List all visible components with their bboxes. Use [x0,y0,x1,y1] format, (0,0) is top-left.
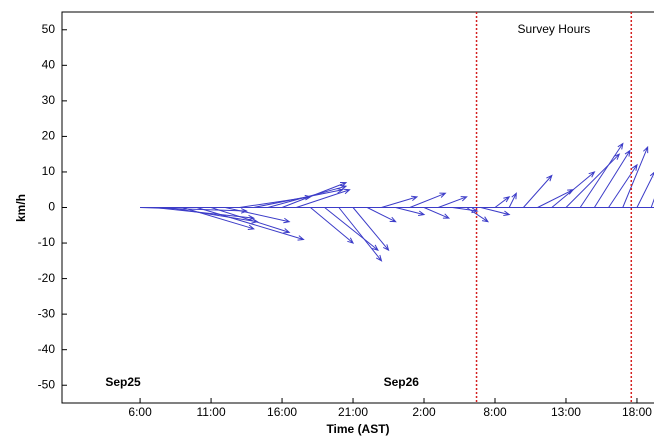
x-tick-label: 18:00 [622,405,652,419]
wind-arrow [367,207,397,223]
survey-label: Survey Hours [518,22,591,36]
y-tick-label: 40 [42,57,56,71]
y-tick-label: 0 [48,200,55,214]
wind-arrow [281,181,348,208]
wind-arrow [466,207,490,223]
wind-arrow [310,207,355,244]
y-tick-label: -40 [38,342,56,356]
wind-arrow [225,207,291,224]
wind-arrow [253,188,344,208]
x-axis-label: Time (AST) [326,422,389,436]
y-axis-label: km/h [14,194,28,222]
y-tick-label: -50 [38,377,56,391]
wind-arrow [352,207,390,252]
wind-arrow [622,145,649,208]
wind-arrow [324,207,379,251]
y-tick-label: 30 [42,93,56,107]
wind-arrow [438,196,468,208]
wind-arrow [579,142,624,208]
wind-arrow [409,192,447,208]
wind-arrow [196,207,305,241]
x-tick-label: 13:00 [551,405,581,419]
x-tick-label: 21:00 [338,405,368,419]
wind-arrow [182,207,255,230]
x-tick-label: 16:00 [267,405,297,419]
wind-arrow [480,207,511,217]
y-tick-label: 10 [42,164,56,178]
y-tick-label: -20 [38,271,56,285]
x-tick-label: 8:00 [483,405,507,419]
wind-arrow [494,196,511,208]
x-tick-label: 11:00 [196,405,225,419]
y-tick-label: -30 [38,306,56,320]
plot-area [140,142,654,262]
wind-arrow [608,163,638,208]
wind-arrow [565,153,621,208]
y-tick-label: 20 [42,129,56,143]
wind-arrow [423,207,451,219]
wind-arrow [381,195,419,208]
wind-arrow [210,207,291,234]
wind-arrow [593,149,631,208]
y-tick-label: 50 [42,22,56,36]
wind-arrow [296,188,351,208]
wind-arrow [551,171,596,208]
wind-arrow [523,174,553,208]
date-label: Sep26 [384,375,420,389]
x-tick-label: 2:00 [412,405,436,419]
wind-arrow [267,184,348,208]
wind-arrow [508,192,517,208]
date-label: Sep25 [105,375,141,389]
y-tick-label: -10 [38,235,56,249]
wind-arrow [395,207,426,217]
wind-arrow [636,171,654,208]
wind-arrow [338,207,383,262]
x-tick-label: 6:00 [128,405,152,419]
